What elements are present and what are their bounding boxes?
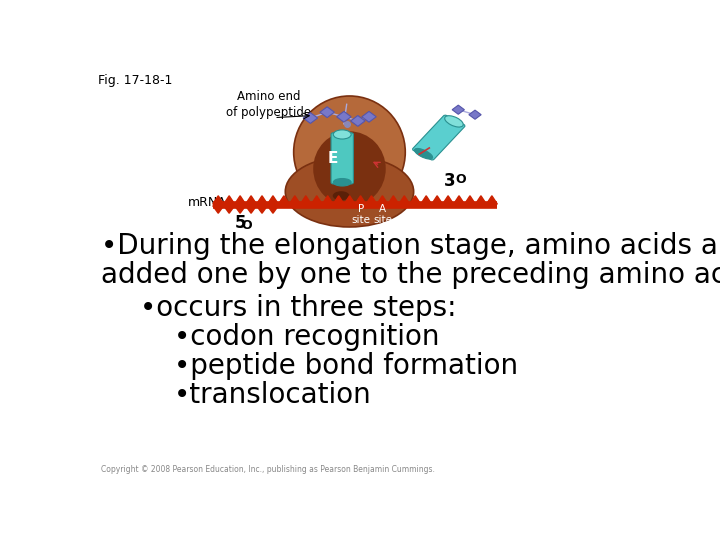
Polygon shape bbox=[377, 196, 388, 204]
Polygon shape bbox=[256, 196, 268, 204]
Polygon shape bbox=[224, 206, 235, 213]
Polygon shape bbox=[303, 113, 318, 124]
Polygon shape bbox=[410, 196, 420, 204]
Text: P
site: P site bbox=[351, 204, 370, 225]
Text: Fig. 17-18-1: Fig. 17-18-1 bbox=[99, 74, 173, 87]
Text: E: E bbox=[328, 151, 338, 166]
Polygon shape bbox=[443, 196, 454, 204]
Polygon shape bbox=[454, 196, 464, 204]
Polygon shape bbox=[333, 196, 344, 204]
Polygon shape bbox=[268, 206, 279, 213]
Text: 5: 5 bbox=[235, 214, 246, 232]
Polygon shape bbox=[464, 196, 475, 204]
Ellipse shape bbox=[333, 130, 351, 139]
Text: •codon recognition: •codon recognition bbox=[174, 323, 439, 351]
Polygon shape bbox=[366, 196, 377, 204]
Text: Copyright © 2008 Pearson Education, Inc., publishing as Pearson Benjamin Cumming: Copyright © 2008 Pearson Education, Inc.… bbox=[101, 465, 435, 474]
Polygon shape bbox=[388, 196, 399, 204]
Text: O: O bbox=[242, 219, 253, 232]
Text: •translocation: •translocation bbox=[174, 381, 372, 409]
Ellipse shape bbox=[294, 96, 405, 208]
Polygon shape bbox=[487, 196, 498, 204]
Text: 3: 3 bbox=[444, 172, 456, 190]
Text: •occurs in three steps:: •occurs in three steps: bbox=[140, 294, 456, 322]
Polygon shape bbox=[246, 196, 256, 204]
Polygon shape bbox=[213, 206, 224, 213]
Polygon shape bbox=[344, 196, 355, 204]
Polygon shape bbox=[469, 110, 481, 119]
Text: added one by one to the preceding amino acid: added one by one to the preceding amino … bbox=[101, 261, 720, 289]
Polygon shape bbox=[320, 107, 334, 118]
Polygon shape bbox=[246, 206, 256, 213]
Polygon shape bbox=[289, 196, 300, 204]
Polygon shape bbox=[279, 196, 289, 204]
Ellipse shape bbox=[445, 116, 463, 127]
Polygon shape bbox=[235, 206, 246, 213]
Ellipse shape bbox=[313, 131, 386, 206]
Ellipse shape bbox=[333, 191, 349, 200]
Polygon shape bbox=[268, 196, 279, 204]
FancyBboxPatch shape bbox=[331, 133, 354, 184]
Text: mRNA: mRNA bbox=[188, 197, 227, 210]
Polygon shape bbox=[323, 196, 333, 204]
Ellipse shape bbox=[285, 156, 414, 227]
Polygon shape bbox=[399, 196, 410, 204]
Ellipse shape bbox=[333, 179, 351, 186]
Polygon shape bbox=[351, 116, 365, 126]
Polygon shape bbox=[475, 196, 487, 204]
Polygon shape bbox=[420, 196, 432, 204]
Polygon shape bbox=[300, 196, 311, 204]
Polygon shape bbox=[224, 196, 235, 204]
Polygon shape bbox=[361, 111, 377, 122]
Polygon shape bbox=[432, 196, 443, 204]
Ellipse shape bbox=[415, 148, 433, 159]
Polygon shape bbox=[452, 105, 464, 114]
FancyBboxPatch shape bbox=[413, 115, 465, 160]
Polygon shape bbox=[355, 196, 366, 204]
Text: Amino end
of polypeptide: Amino end of polypeptide bbox=[226, 90, 311, 119]
Text: A
site: A site bbox=[374, 204, 392, 225]
Text: •peptide bond formation: •peptide bond formation bbox=[174, 352, 518, 380]
Text: O: O bbox=[456, 173, 466, 186]
Polygon shape bbox=[256, 206, 268, 213]
Polygon shape bbox=[337, 111, 351, 122]
Polygon shape bbox=[235, 196, 246, 204]
Text: •During the elongation stage, amino acids are: •During the elongation stage, amino acid… bbox=[101, 232, 720, 260]
Polygon shape bbox=[311, 196, 323, 204]
Polygon shape bbox=[213, 196, 224, 204]
